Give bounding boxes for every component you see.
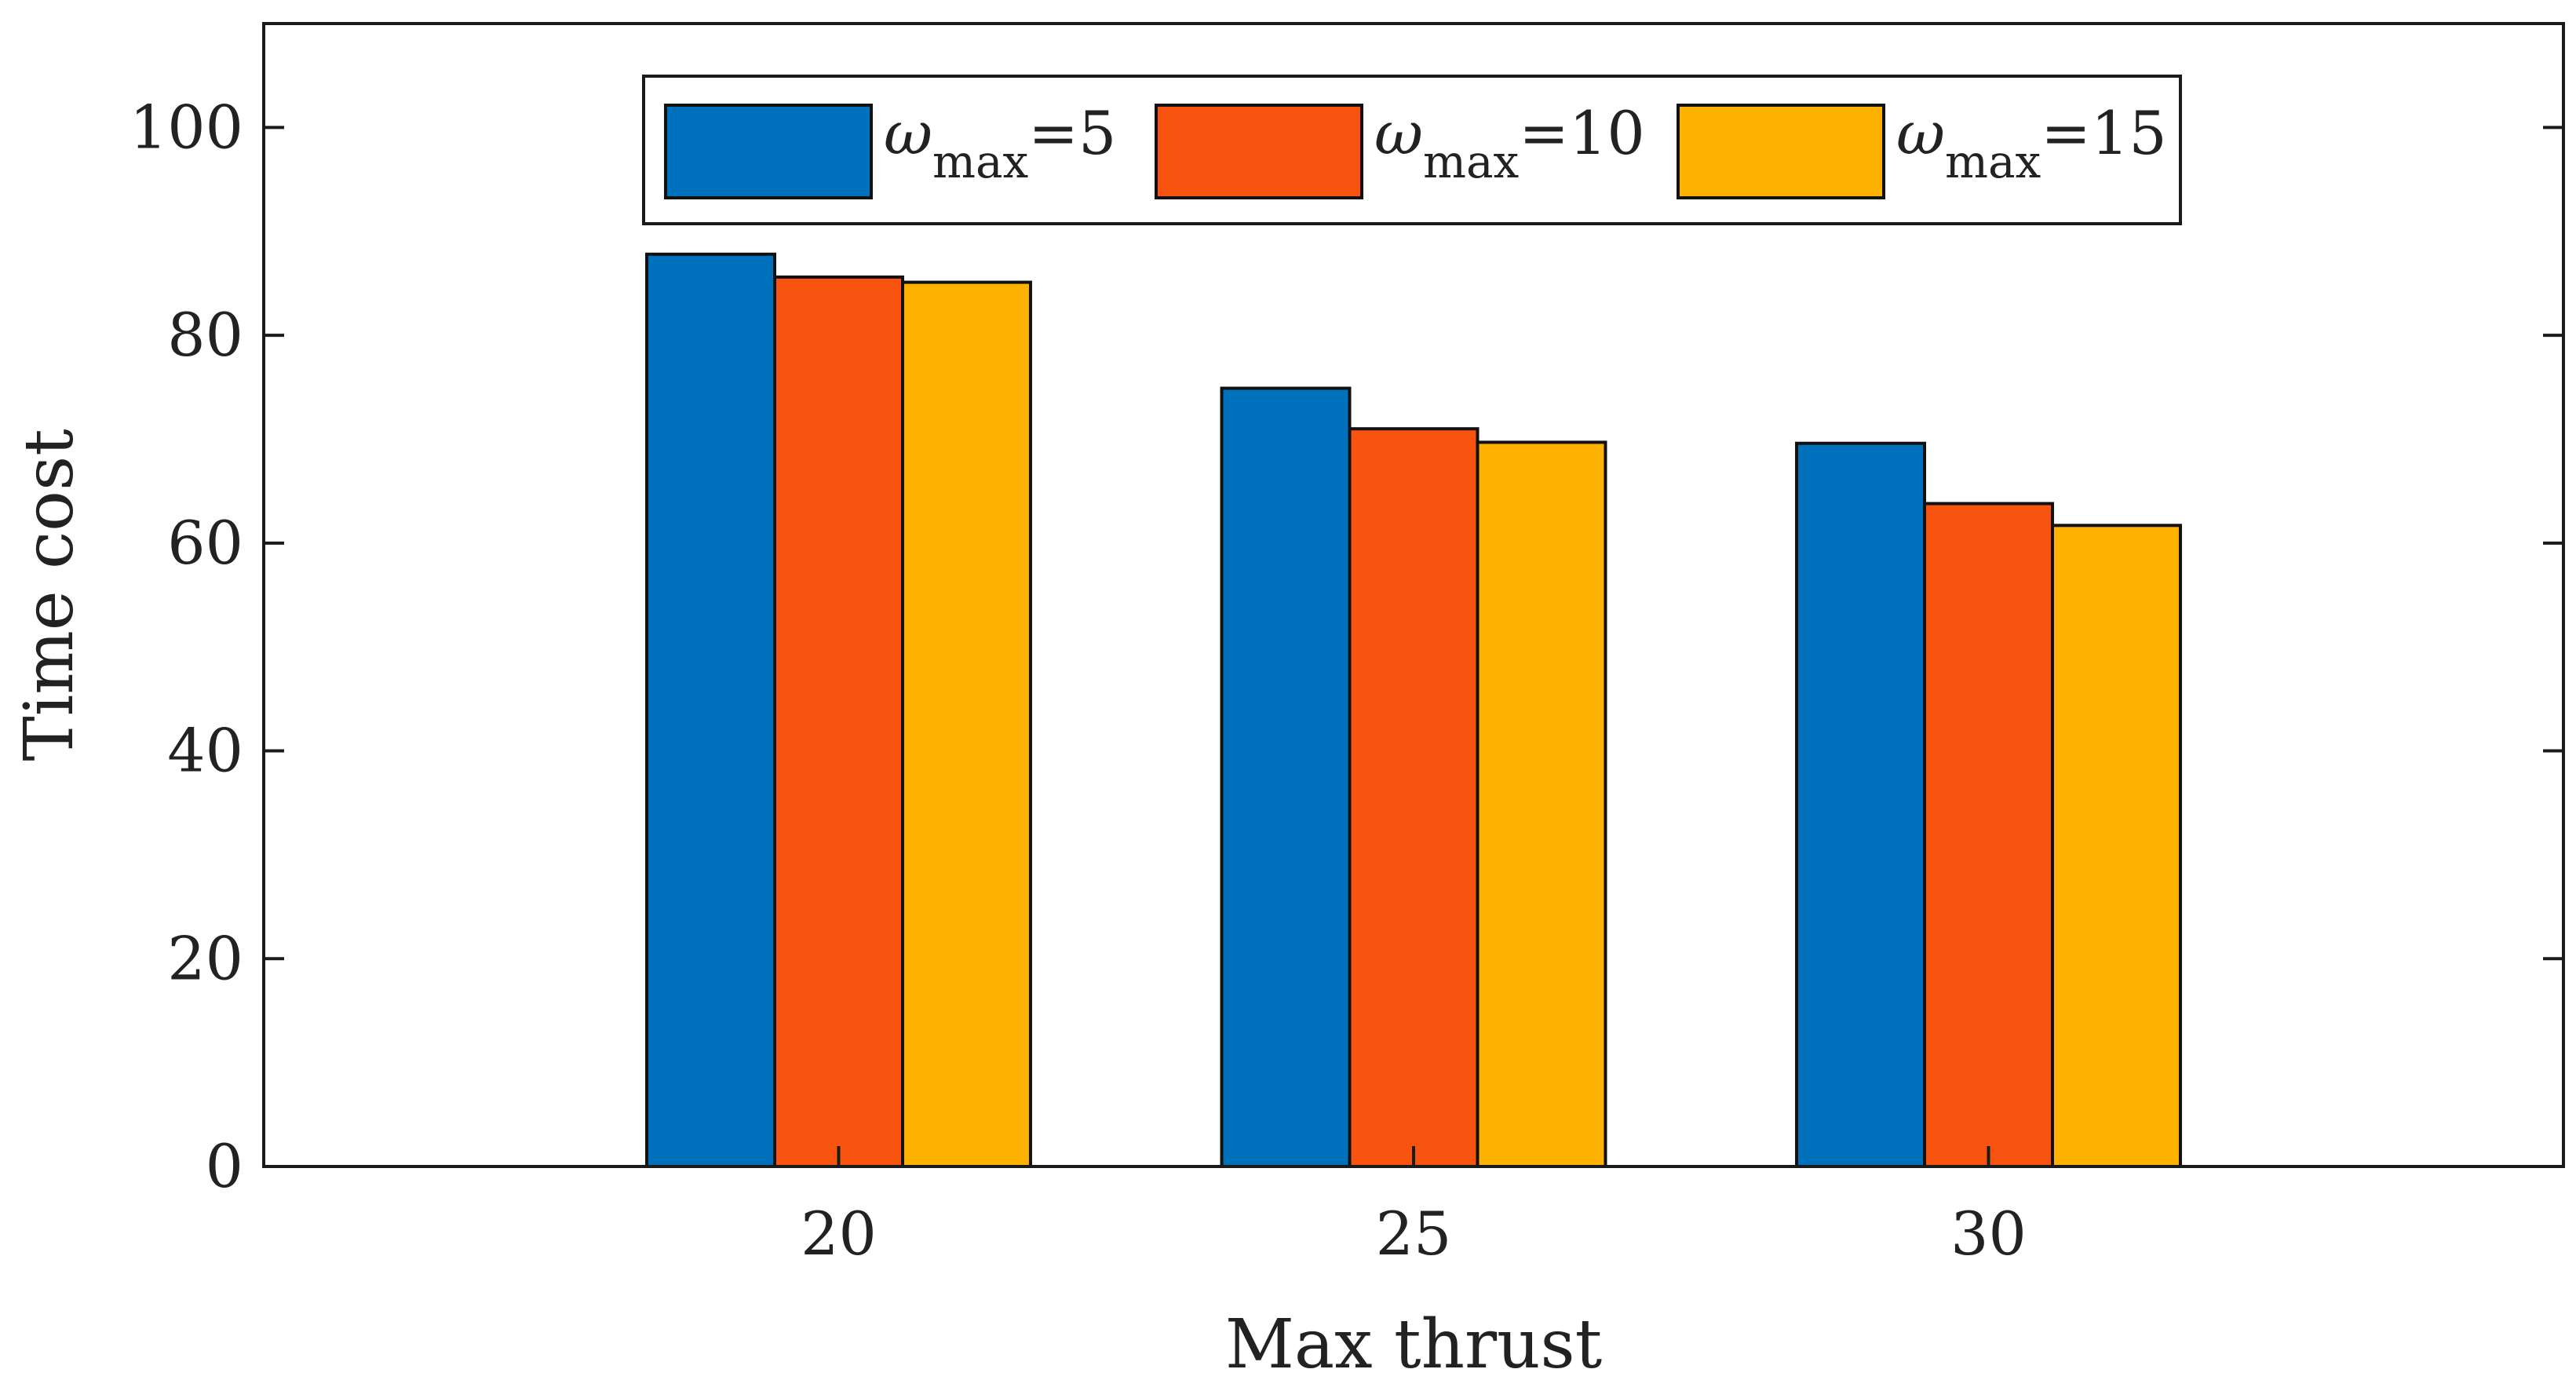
legend-box xyxy=(642,75,2182,225)
y-tick-label: 80 xyxy=(167,300,243,370)
legend-label: ωmax=5 xyxy=(884,98,1116,188)
bar-30-series-2 xyxy=(1923,502,2054,1168)
x-axis-title: Max thrust xyxy=(1225,1305,1602,1384)
y-tick-label: 100 xyxy=(130,92,243,162)
x-tick-label: 25 xyxy=(1376,1199,1452,1269)
bar-20-series-3 xyxy=(900,280,1032,1168)
bar-25-series-2 xyxy=(1348,427,1480,1168)
legend-label: ωmax=15 xyxy=(1896,98,2167,188)
bar-30-series-3 xyxy=(2050,524,2182,1168)
x-tick-label: 30 xyxy=(1950,1199,2027,1269)
legend-swatch xyxy=(664,104,873,199)
y-axis: 0 20 40 60 80 100 xyxy=(130,92,2563,1201)
legend-swatch xyxy=(1677,104,1885,199)
legend-swatch xyxy=(1155,104,1363,199)
legend: ωmax=5 ωmax=10 ωmax=15 xyxy=(642,75,2182,225)
y-axis-title: Time cost xyxy=(10,429,89,761)
y-tick-label: 0 xyxy=(206,1131,243,1201)
bar-30-series-1 xyxy=(1795,441,1927,1168)
bar-25-series-1 xyxy=(1220,386,1352,1168)
y-tick-label: 40 xyxy=(167,716,243,786)
x-tick-label: 20 xyxy=(801,1199,877,1269)
bar-20-series-2 xyxy=(773,275,904,1168)
y-tick-label: 20 xyxy=(167,923,243,993)
y-tick-label: 60 xyxy=(167,508,243,578)
bars-layer xyxy=(645,252,2182,1168)
bar-25-series-3 xyxy=(1476,440,1607,1168)
x-axis: 20 25 30 xyxy=(801,1146,2027,1269)
bar-20-series-1 xyxy=(645,252,777,1168)
legend-label: ωmax=10 xyxy=(1374,98,1645,188)
